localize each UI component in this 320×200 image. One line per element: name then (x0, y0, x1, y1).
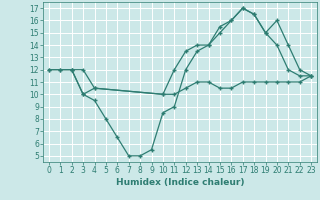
X-axis label: Humidex (Indice chaleur): Humidex (Indice chaleur) (116, 178, 244, 187)
